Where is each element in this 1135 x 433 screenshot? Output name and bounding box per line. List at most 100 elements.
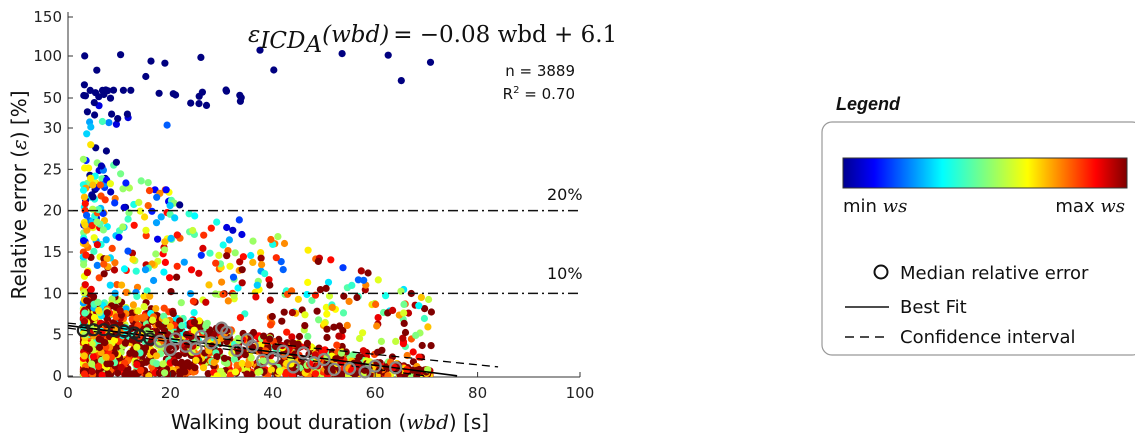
data-point	[238, 230, 246, 239]
data-point	[106, 180, 114, 188]
data-point	[427, 308, 435, 316]
data-point	[313, 307, 321, 315]
data-point	[159, 360, 167, 368]
data-point	[195, 92, 203, 100]
data-point	[145, 187, 154, 195]
data-point	[234, 284, 242, 292]
data-point	[108, 244, 116, 252]
data-point	[87, 141, 95, 149]
median-marker	[266, 352, 280, 366]
data-point	[230, 355, 238, 363]
data-point	[152, 219, 161, 227]
data-point	[323, 325, 331, 333]
data-point	[95, 343, 104, 352]
fit-equation: εICDA(wbd) = −0.08 wbd + 6.1	[248, 22, 617, 58]
data-point	[225, 236, 233, 244]
data-point	[80, 352, 88, 360]
data-point	[389, 306, 397, 314]
data-point	[172, 91, 180, 99]
data-point	[253, 281, 261, 289]
data-point	[424, 323, 432, 331]
data-point	[328, 303, 336, 311]
data-point	[111, 259, 119, 267]
legend-title: Legend	[836, 94, 901, 114]
data-point	[191, 364, 199, 372]
data-point	[81, 221, 89, 229]
data-point	[267, 366, 275, 374]
data-point	[268, 312, 276, 321]
median-marker	[189, 342, 203, 356]
data-point	[107, 353, 115, 361]
data-point	[100, 90, 108, 99]
median-marker	[204, 336, 218, 350]
data-point	[80, 261, 88, 269]
data-point	[141, 213, 149, 221]
data-point	[338, 342, 346, 351]
y-tick-label: 10	[43, 284, 62, 302]
data-point	[87, 174, 95, 182]
data-point	[202, 101, 211, 109]
data-point	[195, 100, 203, 108]
data-point	[122, 288, 130, 296]
data-point	[265, 276, 273, 284]
data-point	[374, 314, 382, 322]
data-point	[249, 328, 258, 337]
data-point	[238, 279, 246, 287]
data-point	[195, 269, 203, 277]
data-point	[171, 358, 179, 366]
data-point	[173, 231, 181, 239]
data-point	[223, 252, 231, 260]
equation-lhs-sub: ICD	[259, 28, 305, 54]
data-point	[106, 94, 115, 102]
data-point	[121, 339, 129, 347]
x-tick-label: 20	[161, 384, 180, 402]
median-marker	[245, 339, 259, 353]
y-tick-label: 0	[52, 367, 62, 385]
data-point	[81, 200, 89, 208]
data-point	[356, 334, 364, 343]
data-point	[360, 276, 368, 284]
data-point	[364, 269, 372, 277]
data-point	[176, 368, 184, 376]
data-point	[110, 266, 119, 274]
data-point	[231, 249, 239, 257]
data-point	[199, 364, 208, 372]
data-point	[353, 293, 361, 302]
best-fit-line	[67, 324, 458, 377]
data-point	[316, 286, 324, 294]
data-point	[82, 343, 90, 352]
data-point	[90, 247, 98, 255]
data-point	[89, 205, 97, 213]
y-axis-label: Relative error (ε) [%]	[7, 90, 31, 299]
data-point	[315, 316, 323, 324]
data-point	[359, 329, 367, 337]
data-point	[280, 308, 288, 316]
data-point	[303, 339, 311, 347]
data-point	[82, 251, 90, 259]
data-point	[85, 164, 93, 172]
ref-line-20-label: 20%	[547, 185, 583, 204]
data-point	[166, 274, 174, 282]
data-point	[126, 349, 134, 357]
data-point	[94, 298, 102, 306]
data-point	[124, 215, 132, 223]
data-point	[144, 202, 152, 210]
data-point	[137, 366, 145, 374]
data-point	[95, 362, 103, 370]
data-point	[260, 332, 268, 340]
data-point	[392, 337, 400, 345]
data-point	[283, 328, 291, 336]
median-marker	[220, 325, 234, 339]
data-point	[152, 250, 160, 258]
data-point	[133, 343, 141, 351]
y-tick-label: 20	[43, 202, 62, 220]
x-tick-label: 60	[366, 384, 385, 402]
data-point	[252, 293, 260, 301]
equation-lhs-subsub: A	[303, 32, 322, 58]
data-point	[207, 224, 215, 232]
data-point	[80, 91, 88, 100]
data-point	[101, 339, 109, 347]
data-point	[81, 52, 89, 60]
median-marker	[296, 346, 311, 360]
